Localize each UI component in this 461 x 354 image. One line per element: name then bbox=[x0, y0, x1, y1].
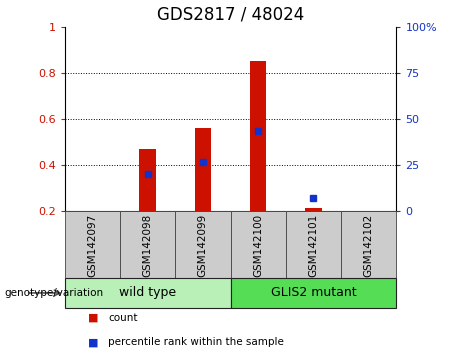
Text: GSM142102: GSM142102 bbox=[364, 214, 374, 277]
Bar bbox=[65, 211, 120, 278]
Text: count: count bbox=[108, 313, 138, 323]
Bar bbox=[230, 211, 286, 278]
Bar bbox=[65, 278, 230, 308]
Bar bbox=[250, 61, 266, 211]
Title: GDS2817 / 48024: GDS2817 / 48024 bbox=[157, 6, 304, 24]
Bar bbox=[120, 211, 175, 278]
Text: percentile rank within the sample: percentile rank within the sample bbox=[108, 337, 284, 348]
Text: GSM142099: GSM142099 bbox=[198, 214, 208, 277]
Text: wild type: wild type bbox=[119, 286, 176, 299]
Bar bbox=[139, 149, 156, 211]
Text: GSM142100: GSM142100 bbox=[253, 214, 263, 277]
Bar bbox=[341, 211, 396, 278]
Text: GLIS2 mutant: GLIS2 mutant bbox=[271, 286, 356, 299]
Text: genotype/variation: genotype/variation bbox=[5, 288, 104, 298]
Text: ■: ■ bbox=[88, 337, 98, 348]
Text: GSM142098: GSM142098 bbox=[142, 214, 153, 277]
Text: ■: ■ bbox=[88, 313, 98, 323]
Bar bbox=[305, 208, 322, 211]
Bar bbox=[286, 211, 341, 278]
Text: GSM142097: GSM142097 bbox=[87, 214, 97, 277]
Text: GSM142101: GSM142101 bbox=[308, 214, 319, 277]
Bar bbox=[175, 211, 230, 278]
Bar bbox=[230, 278, 396, 308]
Bar bbox=[195, 128, 211, 211]
